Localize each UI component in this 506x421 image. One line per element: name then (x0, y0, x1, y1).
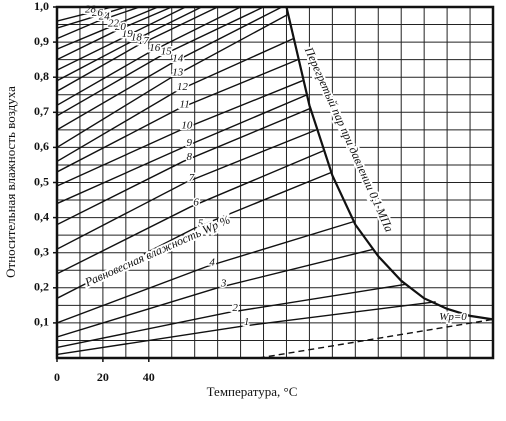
curve-label: 24 (99, 11, 111, 23)
curve-label: 4 (209, 256, 215, 268)
curve (57, 13, 290, 148)
curve-label: 16 (149, 42, 161, 54)
y-axis-title: Относительная влажность воздуха (3, 86, 18, 278)
curve-label: 28 (85, 4, 97, 16)
curve-label: 1 (244, 316, 250, 328)
curve (57, 7, 202, 82)
superheat-boundary (285, 7, 493, 321)
y-tick-label: 1,0 (34, 0, 49, 13)
curve-label: 5 (198, 218, 204, 230)
curve (57, 7, 173, 61)
x-tick-label: 40 (143, 370, 155, 384)
curve (57, 7, 264, 117)
curve-label: 2 (232, 302, 238, 314)
curve (57, 220, 356, 324)
curve (57, 129, 317, 250)
y-tick-label: 0,8 (34, 69, 49, 83)
curve-label: 12 (177, 81, 189, 93)
curve-label: 7 (189, 172, 195, 184)
curve-label: Wp=0 (439, 311, 467, 323)
curve (57, 7, 241, 106)
curve-label: 8 (186, 151, 192, 163)
plot-area (57, 7, 493, 358)
curve (57, 301, 436, 356)
y-tick-label: 0,4 (34, 209, 49, 223)
y-tick-label: 0,7 (34, 104, 49, 118)
plot-frame (55, 5, 495, 360)
curve-label: 15 (161, 46, 173, 58)
curve (57, 80, 303, 187)
curve (57, 283, 406, 349)
y-tick-label: 0,9 (34, 34, 49, 48)
y-tick-label: 0,6 (34, 139, 49, 153)
curve-label: 6 (193, 197, 199, 209)
y-tick-label: 0,2 (34, 280, 49, 294)
curve (57, 7, 283, 131)
curve-label: 26 (92, 7, 104, 19)
curve-label: 13 (172, 67, 184, 79)
curve-label: 3 (220, 277, 227, 289)
curve (57, 171, 333, 299)
curve (57, 7, 113, 22)
curve-label: 18 (131, 32, 143, 44)
annotation: Перегретый пар при давлении 0,1 МПа (302, 44, 397, 234)
curve (57, 7, 186, 71)
curve (57, 7, 127, 29)
curve (57, 7, 159, 50)
curve-label: 17 (138, 35, 150, 47)
curve (258, 318, 493, 358)
y-tick-label: 0,5 (34, 174, 49, 188)
curve (57, 108, 310, 226)
curve-label: 9 (186, 137, 192, 149)
curve-label: 14 (172, 53, 184, 65)
curve (57, 7, 218, 92)
curve (57, 59, 299, 173)
curve-label: 20 (115, 21, 127, 33)
curve-label: 22 (108, 18, 120, 30)
y-tick-label: 0,3 (34, 244, 49, 258)
curve (57, 94, 308, 205)
x-tick-label: 20 (97, 370, 109, 384)
y-tick-label: 0,1 (34, 315, 49, 329)
x-tick-label: 0 (54, 370, 60, 384)
curve (57, 150, 324, 275)
curve (57, 7, 140, 40)
curve-label: 19 (122, 28, 134, 40)
curve (57, 37, 294, 163)
curve-label: 10 (181, 119, 193, 131)
curve-label: 11 (180, 98, 190, 110)
x-axis-title: Температура, °С (207, 384, 298, 399)
curve (57, 248, 374, 338)
